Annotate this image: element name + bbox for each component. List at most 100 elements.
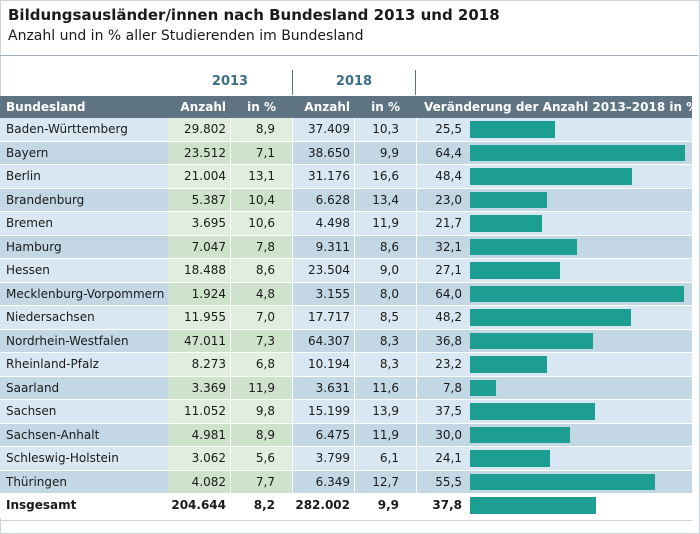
change-bar — [470, 238, 577, 255]
cell-change: 55,5 — [435, 474, 462, 489]
cell-anzahl-2013: 204.644 — [171, 498, 226, 512]
column-divider — [354, 118, 355, 141]
column-divider — [230, 329, 231, 352]
header-change: Veränderung der Anzahl 2013–2018 in % — [424, 100, 699, 114]
change-bar — [470, 332, 593, 349]
table-header: Bundesland Anzahl in % Anzahl in % Verän… — [0, 96, 698, 118]
change-bar — [470, 144, 685, 161]
cell-pct-2013: 8,2 — [253, 498, 275, 512]
column-divider — [292, 353, 293, 376]
column-divider — [292, 235, 293, 258]
column-divider — [230, 141, 231, 164]
table-row: Hamburg 7.047 7,8 9.311 8,6 32,1 — [0, 235, 692, 259]
column-divider — [354, 400, 355, 423]
cell-pct-2018: 12,7 — [372, 474, 399, 489]
cell-bundesland: Hamburg — [6, 239, 62, 254]
cell-pct-2018: 8,3 — [379, 333, 399, 348]
cell-pct-2013: 6,8 — [255, 357, 275, 371]
table-row: Sachsen-Anhalt 4.981 8,9 6.475 11,9 30,0 — [0, 423, 692, 447]
cell-anzahl-2018: 6.475 — [315, 427, 350, 442]
column-divider — [354, 494, 355, 517]
cell-anzahl-2013: 29.802 — [184, 122, 226, 136]
cell-change: 64,0 — [435, 286, 462, 301]
year-label-2018: 2018 — [335, 74, 373, 89]
cell-pct-2013: 8,6 — [255, 263, 275, 277]
table-row: Nordrhein-Westfalen 47.011 7,3 64.307 8,3 36,… — [0, 329, 692, 353]
cell-pct-2018: 9,0 — [379, 263, 399, 277]
column-divider — [354, 212, 355, 235]
cell-bundesland: Brandenburg — [6, 192, 85, 207]
column-divider — [416, 306, 417, 329]
column-divider — [230, 165, 231, 188]
cell-anzahl-2013: 21.004 — [184, 169, 226, 183]
change-bar — [470, 356, 547, 373]
cell-change: 48,2 — [435, 310, 462, 324]
cell-change: 24,1 — [435, 451, 462, 465]
change-bar — [470, 426, 570, 443]
cell-pct-2018: 6,1 — [379, 451, 399, 465]
column-divider — [230, 118, 231, 141]
column-divider — [416, 470, 417, 493]
cell-change: 64,4 — [435, 145, 462, 160]
change-bar — [470, 121, 555, 138]
cell-anzahl-2013: 5.387 — [191, 192, 226, 207]
column-divider — [292, 259, 293, 282]
cell-change: 21,7 — [435, 216, 462, 230]
cell-bundesland: Baden-Württemberg — [6, 122, 128, 136]
column-divider — [416, 282, 417, 305]
column-divider — [292, 494, 293, 517]
cell-anzahl-2013: 3.062 — [191, 451, 226, 465]
column-divider — [292, 400, 293, 423]
cell-bundesland: Insgesamt — [6, 498, 77, 512]
column-divider — [230, 494, 231, 517]
column-divider — [292, 282, 293, 305]
change-bar — [470, 379, 496, 396]
header-anzahl-2018: Anzahl — [304, 100, 350, 114]
cell-change: 36,8 — [435, 333, 462, 348]
column-divider — [416, 212, 417, 235]
column-divider — [230, 423, 231, 446]
table-row: Hessen 18.488 8,6 23.504 9,0 27,1 — [0, 259, 692, 283]
column-divider — [416, 494, 417, 517]
column-divider — [416, 376, 417, 399]
cell-anzahl-2018: 9.311 — [315, 239, 350, 254]
cell-bundesland: Bremen — [6, 216, 53, 230]
cell-pct-2018: 8,6 — [379, 239, 399, 254]
cell-change: 30,0 — [435, 427, 462, 442]
column-divider — [354, 141, 355, 164]
column-divider — [292, 376, 293, 399]
cell-anzahl-2018: 3.155 — [315, 286, 350, 301]
cell-pct-2018: 9,9 — [379, 145, 399, 160]
change-bar — [470, 403, 595, 420]
cell-bundesland: Hessen — [6, 263, 50, 277]
cell-bundesland: Niedersachsen — [6, 310, 95, 324]
cell-anzahl-2018: 3.799 — [315, 451, 350, 465]
column-divider — [354, 470, 355, 493]
cell-bundesland: Rheinland-Pfalz — [6, 357, 99, 371]
column-divider — [416, 447, 417, 470]
column-divider — [416, 400, 417, 423]
cell-pct-2013: 7,0 — [255, 310, 275, 324]
column-divider — [354, 306, 355, 329]
change-bar — [470, 262, 560, 279]
change-bar — [470, 168, 632, 185]
change-bar — [470, 215, 542, 232]
cell-change: 32,1 — [435, 239, 462, 254]
column-divider — [354, 188, 355, 211]
chart-subtitle: Anzahl und in % aller Studierenden im Bu… — [8, 28, 364, 44]
change-bar — [470, 309, 631, 326]
column-divider — [230, 235, 231, 258]
table-row: Berlin 21.004 13,1 31.176 16,6 48,4 — [0, 165, 692, 189]
column-divider — [416, 165, 417, 188]
cell-pct-2013: 7,3 — [255, 333, 275, 348]
column-divider — [230, 188, 231, 211]
column-divider — [354, 165, 355, 188]
table-total-row: Insgesamt 204.644 8,2 282.002 9,9 37,8 — [0, 494, 692, 518]
cell-bundesland: Sachsen-Anhalt — [6, 427, 100, 442]
cell-anzahl-2013: 11.052 — [184, 404, 226, 418]
cell-anzahl-2013: 4.082 — [191, 474, 226, 489]
column-divider — [230, 259, 231, 282]
cell-anzahl-2018: 37.409 — [308, 122, 350, 136]
table-row: Baden-Württemberg 29.802 8,9 37.409 10,3 25,5 — [0, 118, 692, 142]
cell-change: 23,0 — [435, 192, 462, 207]
